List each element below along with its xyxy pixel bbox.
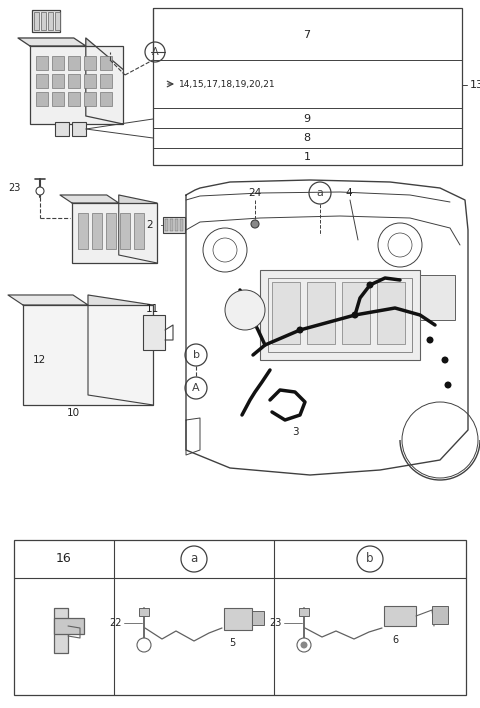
Circle shape [444, 382, 452, 389]
Circle shape [297, 326, 303, 333]
Bar [84, 56, 96, 70]
Text: 24: 24 [248, 188, 262, 198]
Bar [52, 92, 64, 106]
Text: A: A [192, 383, 200, 393]
Bar [54, 608, 68, 653]
Text: A: A [152, 47, 158, 57]
Bar [153, 8, 462, 165]
Text: 8: 8 [303, 133, 311, 143]
Polygon shape [60, 195, 119, 203]
Bar [23, 305, 153, 405]
Circle shape [36, 187, 44, 195]
Bar [100, 74, 112, 88]
Bar [377, 282, 405, 344]
Bar [143, 315, 165, 350]
Circle shape [297, 638, 311, 652]
Circle shape [367, 282, 373, 288]
Bar [432, 606, 448, 624]
Bar [78, 213, 88, 249]
Bar [180, 219, 183, 231]
Bar [68, 74, 80, 88]
Bar [139, 608, 149, 616]
Circle shape [427, 336, 433, 343]
Bar [52, 56, 64, 70]
Text: 12: 12 [33, 355, 46, 365]
Text: 16: 16 [56, 552, 72, 566]
Bar [72, 203, 157, 263]
Text: 9: 9 [303, 114, 311, 124]
Bar [100, 92, 112, 106]
Text: 11: 11 [146, 304, 159, 314]
Text: 4: 4 [345, 188, 352, 198]
Bar [307, 282, 335, 344]
Text: 23: 23 [8, 183, 20, 193]
Polygon shape [119, 195, 157, 263]
Bar [54, 618, 84, 634]
Bar [299, 608, 309, 616]
Text: b: b [366, 552, 374, 566]
Circle shape [300, 641, 308, 649]
Bar [34, 12, 39, 30]
Bar [384, 606, 416, 626]
Bar [68, 56, 80, 70]
Text: a: a [191, 552, 198, 566]
Bar [100, 56, 112, 70]
Circle shape [442, 357, 448, 363]
Bar [260, 270, 420, 360]
Bar [224, 608, 252, 630]
Bar [268, 278, 412, 352]
Bar [41, 12, 46, 30]
Text: 3: 3 [292, 427, 299, 437]
Bar [48, 12, 53, 30]
Bar [175, 219, 178, 231]
Circle shape [225, 290, 265, 330]
Bar [72, 122, 86, 136]
Bar [134, 213, 144, 249]
Bar [36, 92, 48, 106]
Bar [252, 611, 264, 625]
Text: 22: 22 [109, 618, 122, 628]
Bar [55, 12, 60, 30]
Polygon shape [88, 295, 153, 405]
Bar [92, 213, 102, 249]
Bar [14, 540, 466, 695]
Bar [30, 46, 123, 124]
Text: 23: 23 [270, 618, 282, 628]
Text: a: a [317, 188, 324, 198]
Text: 7: 7 [303, 30, 311, 40]
Bar [36, 74, 48, 88]
Bar [163, 217, 185, 233]
Circle shape [251, 220, 259, 228]
Bar [84, 92, 96, 106]
Bar [342, 282, 370, 344]
Circle shape [351, 312, 359, 319]
Text: b: b [192, 350, 200, 360]
Polygon shape [18, 38, 86, 46]
Text: 10: 10 [66, 408, 80, 418]
Polygon shape [8, 295, 88, 305]
Text: 6: 6 [392, 635, 398, 645]
Bar [32, 10, 60, 32]
Bar [36, 56, 48, 70]
Bar [68, 92, 80, 106]
Bar [272, 282, 300, 344]
Bar [420, 275, 455, 320]
Text: 14,15,17,18,19,20,21: 14,15,17,18,19,20,21 [179, 79, 276, 88]
Bar [165, 219, 168, 231]
Bar [120, 213, 130, 249]
Bar [106, 213, 116, 249]
Polygon shape [86, 38, 123, 124]
Text: 13: 13 [470, 80, 480, 90]
Bar [52, 74, 64, 88]
Bar [170, 219, 173, 231]
Circle shape [137, 638, 151, 652]
Bar [55, 122, 69, 136]
Text: 5: 5 [229, 638, 235, 648]
Text: 2: 2 [146, 220, 153, 230]
Bar [84, 74, 96, 88]
Text: 1: 1 [303, 152, 311, 162]
